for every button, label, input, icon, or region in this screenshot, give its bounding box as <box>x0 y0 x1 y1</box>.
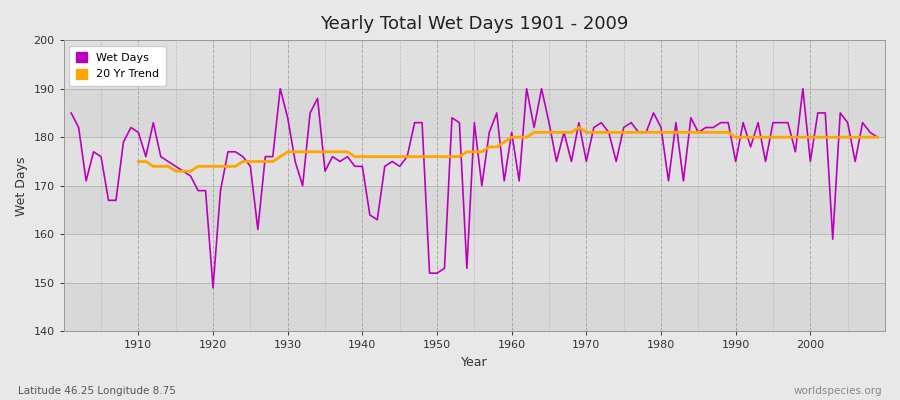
Y-axis label: Wet Days: Wet Days <box>15 156 28 216</box>
Wet Days <box>274 86 285 91</box>
Bar <box>64 186 885 234</box>
20 Yr Trend <box>312 149 323 154</box>
Bar <box>64 40 885 89</box>
Text: worldspecies.org: worldspecies.org <box>794 386 882 396</box>
Bar <box>64 283 885 332</box>
Text: Latitude 46.25 Longitude 8.75: Latitude 46.25 Longitude 8.75 <box>18 386 176 396</box>
Wet Days <box>66 110 77 115</box>
20 Yr Trend <box>170 169 181 174</box>
X-axis label: Year: Year <box>461 356 488 369</box>
20 Yr Trend <box>521 135 532 140</box>
Wet Days <box>125 125 136 130</box>
Bar <box>64 234 885 283</box>
20 Yr Trend <box>573 125 584 130</box>
Bar <box>64 137 885 186</box>
20 Yr Trend <box>850 135 860 140</box>
Title: Yearly Total Wet Days 1901 - 2009: Yearly Total Wet Days 1901 - 2009 <box>320 15 628 33</box>
Wet Days <box>521 86 532 91</box>
Wet Days <box>305 110 316 115</box>
20 Yr Trend <box>872 135 883 140</box>
Legend: Wet Days, 20 Yr Trend: Wet Days, 20 Yr Trend <box>69 46 166 86</box>
Wet Days <box>349 164 360 169</box>
Line: 20 Yr Trend: 20 Yr Trend <box>139 128 878 171</box>
Line: Wet Days: Wet Days <box>71 89 878 288</box>
Wet Days <box>872 135 883 140</box>
Wet Days <box>611 159 622 164</box>
20 Yr Trend <box>283 149 293 154</box>
20 Yr Trend <box>589 130 599 135</box>
Wet Days <box>514 178 525 183</box>
Wet Days <box>208 285 219 290</box>
20 Yr Trend <box>133 159 144 164</box>
Bar <box>64 89 885 137</box>
20 Yr Trend <box>827 135 838 140</box>
